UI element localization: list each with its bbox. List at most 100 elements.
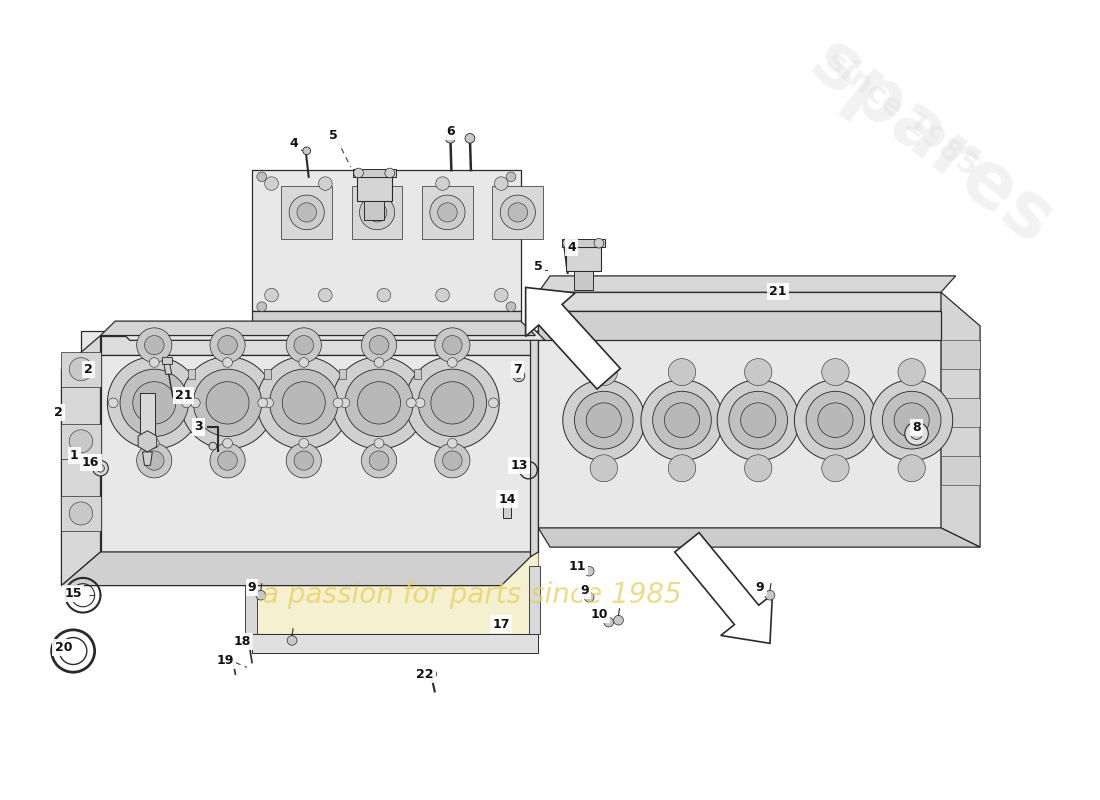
Circle shape [294,451,313,470]
Circle shape [745,358,772,386]
Circle shape [362,443,397,478]
Polygon shape [940,456,980,485]
Polygon shape [352,186,403,239]
Polygon shape [940,398,980,427]
Polygon shape [353,169,396,177]
Polygon shape [339,369,345,379]
Circle shape [318,288,332,302]
Text: 18: 18 [233,635,251,648]
Circle shape [894,403,930,438]
Circle shape [286,328,321,362]
Circle shape [265,177,278,190]
Text: 5: 5 [329,129,338,142]
Circle shape [194,369,262,437]
Circle shape [418,369,486,437]
Circle shape [257,172,266,182]
Circle shape [257,357,351,449]
Text: 9: 9 [248,581,256,594]
Circle shape [584,592,594,602]
Circle shape [574,391,634,449]
Polygon shape [62,352,100,386]
Text: 5: 5 [534,260,542,273]
Circle shape [488,398,498,408]
Polygon shape [81,330,538,552]
Circle shape [508,202,528,222]
Circle shape [318,177,332,190]
Circle shape [353,168,363,178]
Polygon shape [62,335,100,586]
Polygon shape [530,330,538,557]
Circle shape [448,358,458,367]
Polygon shape [503,497,512,518]
Circle shape [434,328,470,362]
Text: 1: 1 [69,450,78,462]
Circle shape [494,288,508,302]
Circle shape [180,357,275,449]
Circle shape [911,428,923,439]
Polygon shape [100,335,536,354]
Polygon shape [140,394,155,442]
Circle shape [729,391,788,449]
Polygon shape [364,201,384,220]
Circle shape [283,382,326,424]
Polygon shape [529,566,540,634]
Circle shape [340,398,350,408]
Polygon shape [565,247,601,271]
Circle shape [150,438,160,448]
Polygon shape [538,276,956,292]
Circle shape [448,438,458,448]
Circle shape [506,172,516,182]
Circle shape [745,454,772,482]
Circle shape [664,403,700,438]
Circle shape [299,438,309,448]
Circle shape [898,358,925,386]
Circle shape [144,335,164,354]
Circle shape [182,398,191,408]
Circle shape [120,369,188,437]
Circle shape [436,288,450,302]
Circle shape [563,380,645,461]
Polygon shape [282,186,332,239]
Circle shape [905,422,928,445]
Circle shape [766,590,774,600]
Polygon shape [356,177,392,201]
Polygon shape [162,357,172,364]
Circle shape [333,398,343,408]
Circle shape [434,443,470,478]
Circle shape [882,391,940,449]
Polygon shape [538,528,980,547]
Circle shape [590,454,617,482]
Circle shape [302,147,310,154]
Text: 20: 20 [55,641,73,654]
Circle shape [344,369,414,437]
Polygon shape [100,354,536,552]
Circle shape [257,302,266,311]
Polygon shape [538,311,940,340]
Circle shape [516,373,521,379]
Circle shape [594,238,604,248]
Circle shape [817,403,852,438]
Circle shape [494,177,508,190]
Text: 22: 22 [416,668,433,681]
Text: 9: 9 [756,581,764,594]
Polygon shape [573,271,593,290]
Polygon shape [415,369,421,379]
Polygon shape [252,547,538,634]
Text: since 1985: since 1985 [821,46,983,182]
Polygon shape [245,566,257,634]
Circle shape [415,398,425,408]
Circle shape [136,443,172,478]
Polygon shape [139,430,156,452]
Circle shape [870,380,953,461]
Circle shape [652,391,712,449]
Circle shape [442,335,462,354]
Circle shape [209,442,217,450]
Circle shape [377,288,390,302]
Polygon shape [252,170,520,311]
Polygon shape [493,186,543,239]
Circle shape [136,328,172,362]
Circle shape [669,454,695,482]
Circle shape [286,443,321,478]
Circle shape [431,382,474,424]
Circle shape [586,403,622,438]
